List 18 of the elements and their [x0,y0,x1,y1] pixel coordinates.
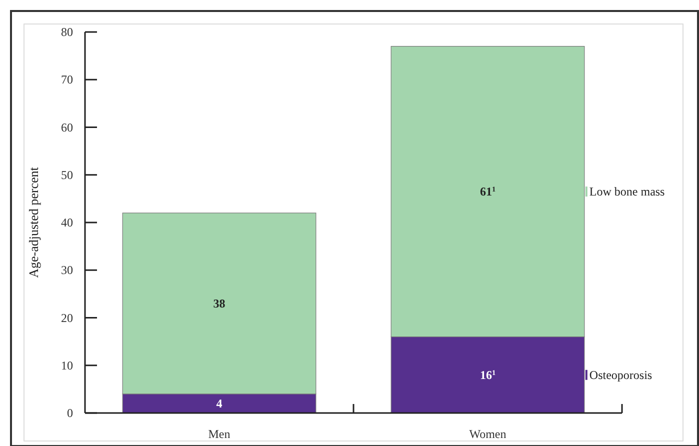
y-tick-label: 80 [61,25,73,39]
legend-label: Osteoporosis [589,368,652,382]
data-label: 16$^{1}$ [480,368,496,382]
x-tick-label: Men [208,427,230,441]
y-tick-label: 70 [61,72,73,87]
data-label: 38 [213,296,226,310]
y-tick-label: 10 [61,358,73,372]
data-label: 61$^{1}$ [480,184,496,199]
x-tick-label: Women [469,427,506,441]
y-tick-label: 0 [67,406,73,420]
y-tick-label: 50 [61,168,73,182]
legend-label: Low bone mass [589,184,666,199]
y-tick-label: 20 [61,310,73,325]
y-axis-title: Age-adjusted percent [26,166,41,278]
y-tick-label: 40 [61,216,73,230]
data-label: 4 [216,396,222,410]
y-tick-label: 30 [61,263,73,278]
y-tick-label: 60 [61,120,73,134]
